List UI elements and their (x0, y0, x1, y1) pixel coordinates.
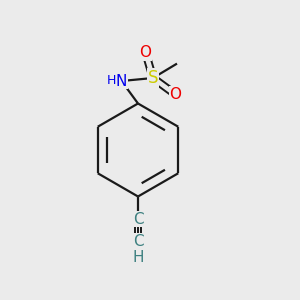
Text: O: O (169, 87, 181, 102)
Text: S: S (148, 69, 158, 87)
Text: C: C (133, 234, 143, 249)
Text: O: O (140, 45, 152, 60)
Text: C: C (133, 212, 143, 226)
Text: N: N (116, 74, 127, 88)
Text: H: H (132, 250, 144, 266)
Text: H: H (107, 74, 116, 88)
